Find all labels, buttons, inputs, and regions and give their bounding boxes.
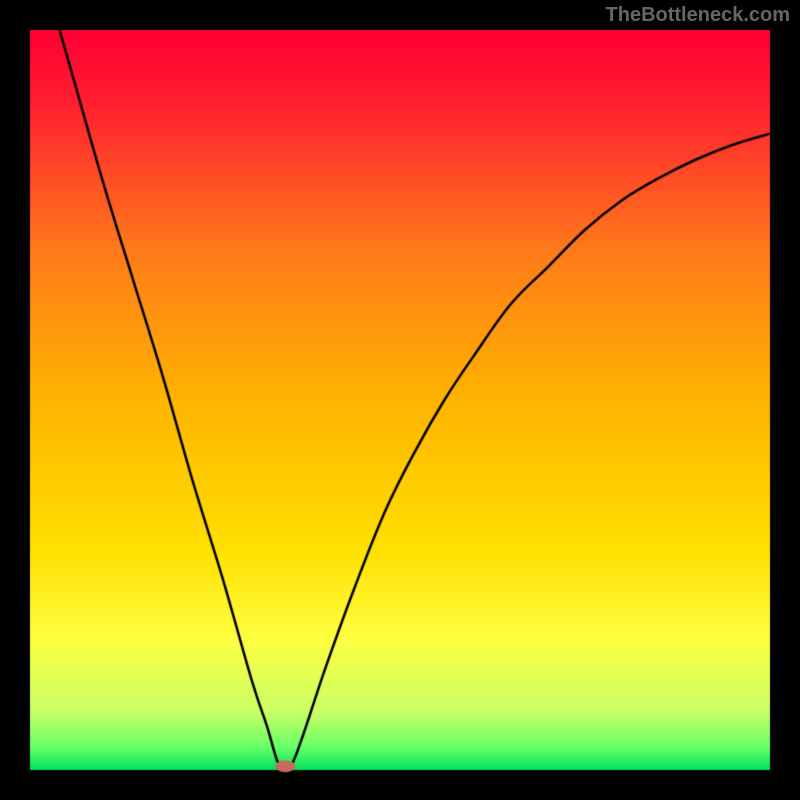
- bottleneck-chart-canvas: [0, 0, 800, 800]
- chart-container: TheBottleneck.com: [0, 0, 800, 800]
- watermark-label: TheBottleneck.com: [606, 4, 790, 27]
